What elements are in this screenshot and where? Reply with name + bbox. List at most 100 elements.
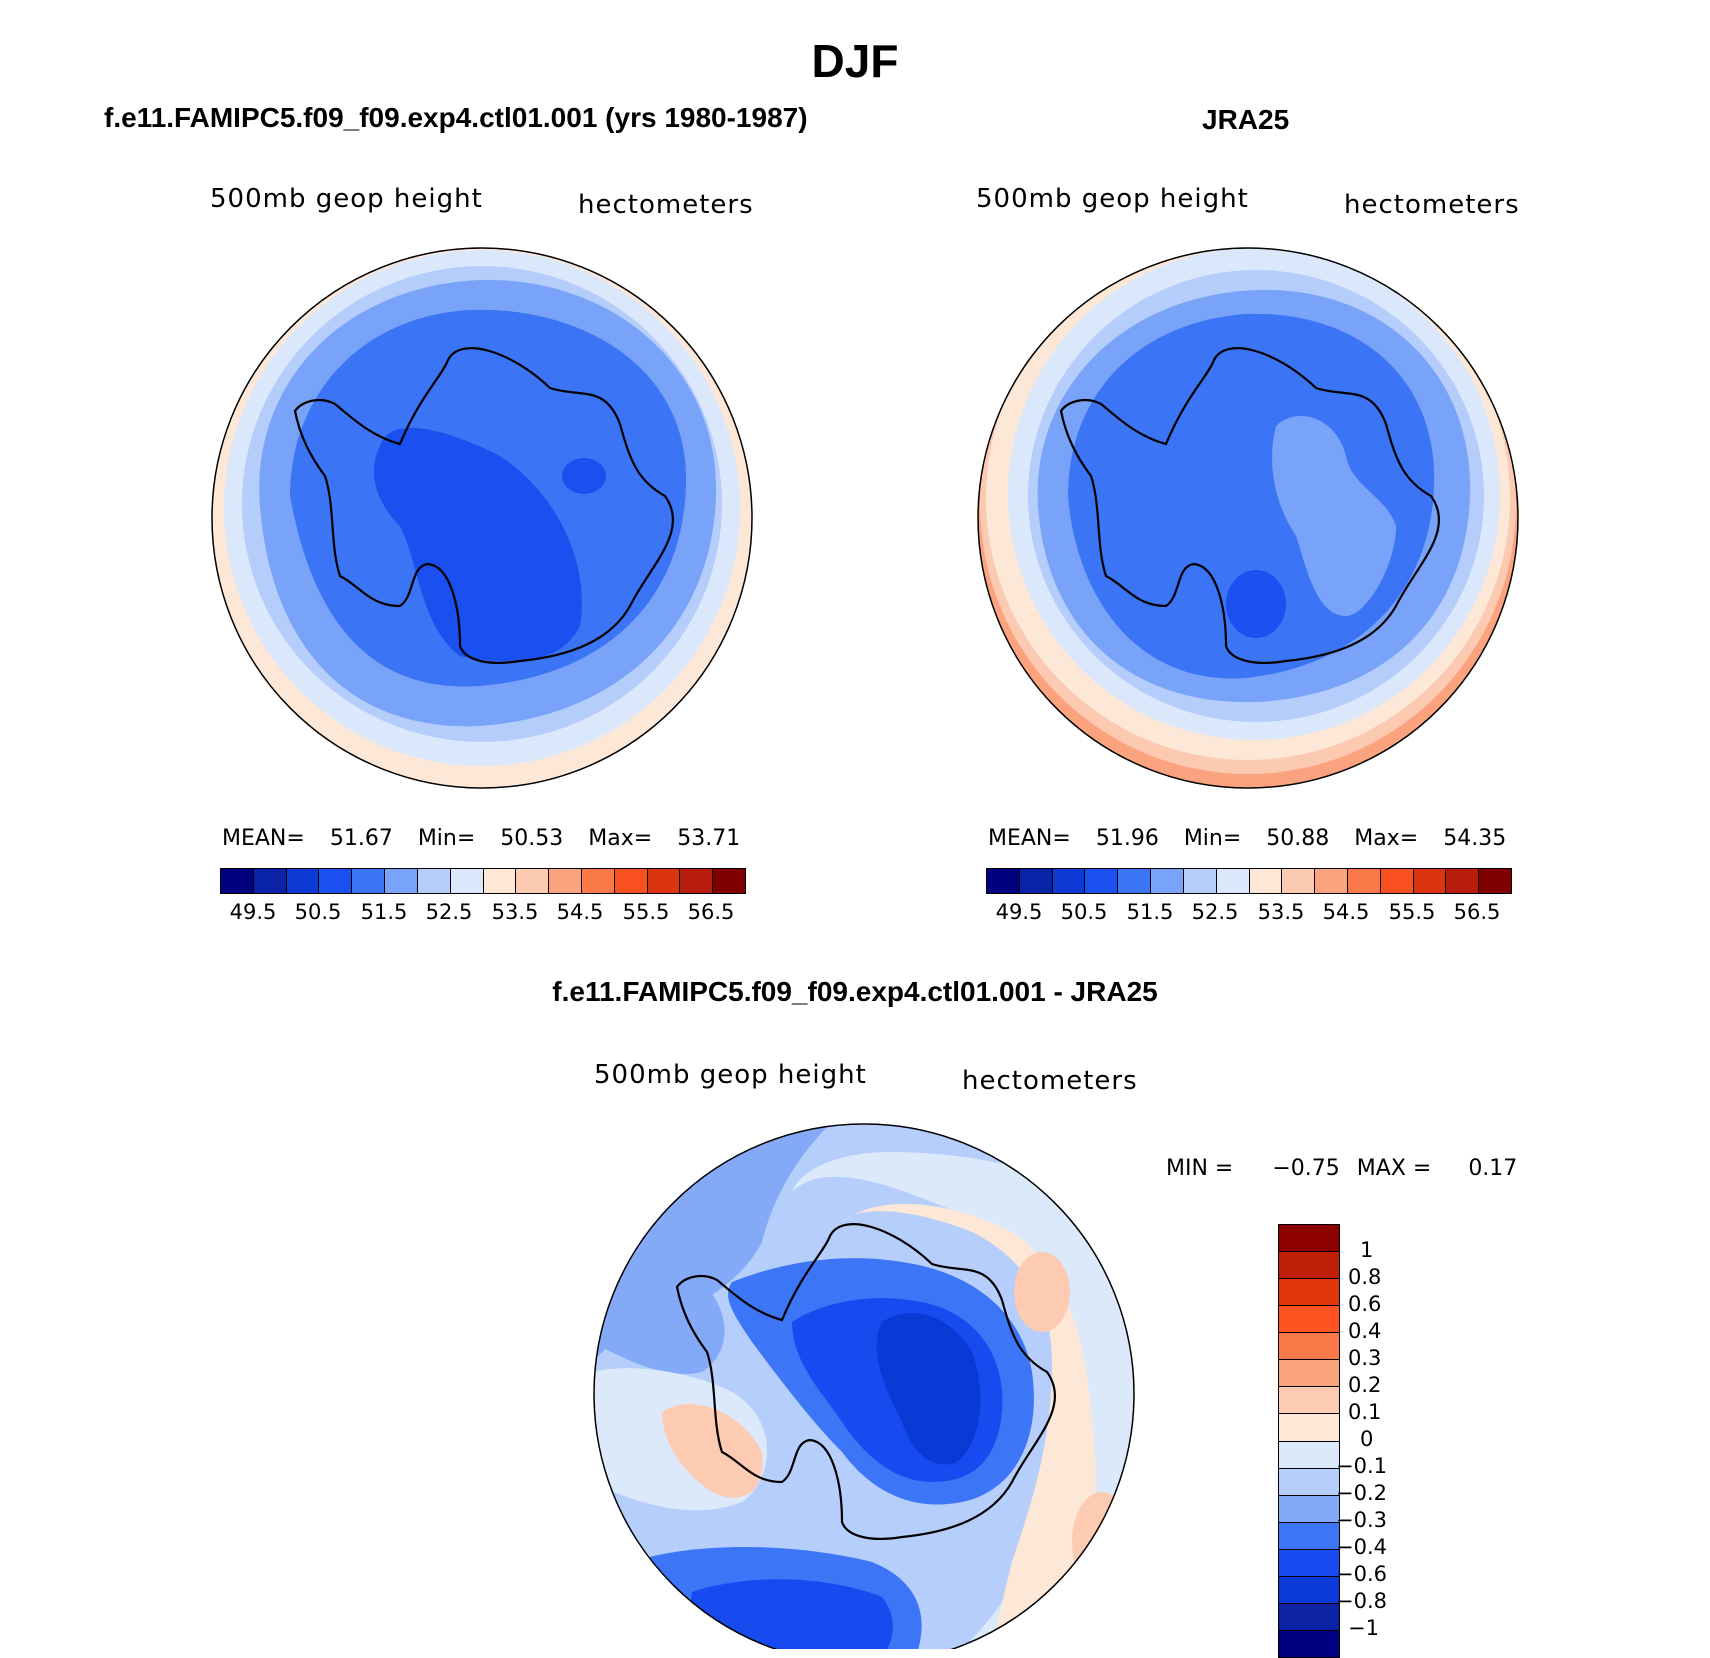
panel3-field-0-ne xyxy=(842,1203,1096,1649)
colorbar-swatch xyxy=(1446,869,1480,893)
panel1-colorbar xyxy=(220,868,746,894)
panel3-tick: −0.2 xyxy=(1336,1481,1387,1505)
panel3-field-p0.1 xyxy=(662,1404,763,1498)
colorbar-swatch xyxy=(352,869,386,893)
colorbar-swatch xyxy=(987,869,1020,893)
panel2-polar-map xyxy=(977,247,1519,789)
panel3-min-value: −0.75 xyxy=(1272,1156,1340,1181)
colorbar-swatch xyxy=(647,869,681,893)
panel1-min-value: 50.53 xyxy=(500,826,564,851)
panel2-max-value: 54.35 xyxy=(1443,826,1507,851)
panel1-max-value: 53.71 xyxy=(677,826,741,851)
colorbar-swatch xyxy=(253,869,287,893)
colorbar-swatch xyxy=(1183,869,1217,893)
panel2-case-title: JRA25 xyxy=(1202,104,1290,135)
colorbar-swatch xyxy=(1279,1441,1339,1469)
panel3-tick: 0.3 xyxy=(1348,1346,1382,1370)
panel2-colorbar-ticks: 49.5 50.5 51.5 52.5 53.5 54.5 55.5 56.5 xyxy=(986,900,1510,930)
panel1-case-title: f.e11.FAMIPC5.f09_f09.exp4.ctl01.001 (yr… xyxy=(104,102,808,133)
panel3-max-label: MAX = xyxy=(1356,1156,1432,1181)
panel3-max-value: 0.17 xyxy=(1468,1156,1518,1181)
colorbar-swatch xyxy=(1279,1549,1339,1577)
colorbar-swatch xyxy=(1347,869,1381,893)
panel3-field-m0.8 xyxy=(876,1313,981,1465)
panel2-field-52.0-interior xyxy=(1272,416,1396,616)
panel2-tick: 49.5 xyxy=(995,900,1043,924)
colorbar-swatch xyxy=(516,869,550,893)
panel1-variable-label: 500mb geop height xyxy=(210,184,483,214)
panel3-units-label: hectometers xyxy=(962,1066,1138,1096)
panel3-tick: 0 xyxy=(1360,1427,1374,1451)
colorbar-swatch xyxy=(1052,869,1086,893)
panel1-antarctica-coastline xyxy=(293,347,674,664)
panel3-tick: −0.6 xyxy=(1336,1562,1387,1586)
panel1-tick: 51.5 xyxy=(360,900,408,924)
panel3-tick: −0.1 xyxy=(1336,1454,1387,1478)
panel3-map-border xyxy=(593,1123,1135,1649)
panel2-tick: 51.5 xyxy=(1126,900,1174,924)
colorbar-swatch xyxy=(1279,1495,1339,1523)
panel1-tick: 56.5 xyxy=(687,900,735,924)
panel2-tick: 54.5 xyxy=(1322,900,1370,924)
panel2-tick: 53.5 xyxy=(1257,900,1305,924)
panel1-colorbar-ticks: 49.5 50.5 51.5 52.5 53.5 54.5 55.5 56.5 xyxy=(220,900,744,930)
colorbar-swatch xyxy=(1279,1333,1339,1361)
colorbar-swatch xyxy=(221,869,254,893)
figure-title: DJF xyxy=(811,35,899,87)
panel1-tick: 53.5 xyxy=(491,900,539,924)
panel3-field-p0.1-ne xyxy=(1014,1252,1070,1332)
panel1-units-label: hectometers xyxy=(578,190,754,220)
panel3-tick: −1 xyxy=(1348,1616,1379,1640)
panel1-tick: 50.5 xyxy=(294,900,342,924)
panel3-tick: 0.4 xyxy=(1348,1319,1382,1343)
panel2-stats: MEAN= 51.96 Min= 50.88 Max= 54.35 xyxy=(988,826,1506,851)
panel2-colorbar xyxy=(986,868,1512,894)
colorbar-swatch xyxy=(385,869,418,893)
panel1-tick: 55.5 xyxy=(622,900,670,924)
panel2-min-value: 50.88 xyxy=(1266,826,1330,851)
colorbar-swatch xyxy=(1380,869,1414,893)
panel3-tick: 1 xyxy=(1360,1238,1374,1262)
colorbar-swatch xyxy=(1216,869,1250,893)
panel2-field-51.0 xyxy=(1226,570,1286,638)
colorbar-swatch xyxy=(1279,1603,1339,1631)
panel1-mean-value: 51.67 xyxy=(329,826,393,851)
panel3-antarctica-coastline xyxy=(675,1223,1056,1540)
panel2-max-label: Max= xyxy=(1354,826,1419,851)
colorbar-swatch xyxy=(1279,1225,1339,1253)
colorbar-swatch xyxy=(1019,869,1053,893)
colorbar-swatch xyxy=(1413,869,1447,893)
panel3-field-p0.1-se xyxy=(1072,1492,1132,1592)
panel2-tick: 56.5 xyxy=(1453,900,1501,924)
panel1-field-51.0-east xyxy=(562,458,606,494)
colorbar-swatch xyxy=(1249,869,1283,893)
panel1-field-51.0 xyxy=(374,427,582,662)
colorbar-swatch xyxy=(581,869,615,893)
panel1-tick: 49.5 xyxy=(229,900,277,924)
panel3-tick: 0.1 xyxy=(1348,1400,1382,1424)
panel1-stats: MEAN= 51.67 Min= 50.53 Max= 53.71 xyxy=(222,826,740,851)
panel2-tick: 52.5 xyxy=(1191,900,1239,924)
panel3-colorbar-ticks: 1 0.8 0.6 0.4 0.3 0.2 0.1 0 −0.1 −0.2 −0… xyxy=(1336,1224,1426,1649)
colorbar-swatch xyxy=(1279,1630,1339,1657)
colorbar-swatch xyxy=(1279,1414,1339,1442)
colorbar-swatch xyxy=(1315,869,1348,893)
colorbar-swatch xyxy=(1279,1279,1339,1307)
panel2-map-border xyxy=(977,247,1519,789)
colorbar-swatch xyxy=(1279,1576,1339,1604)
panel3-tick: −0.3 xyxy=(1336,1508,1387,1532)
panel3-colorbar xyxy=(1278,1224,1340,1658)
colorbar-swatch xyxy=(1279,1387,1339,1415)
colorbar-swatch xyxy=(450,869,484,893)
colorbar-swatch xyxy=(1279,1360,1339,1388)
panel2-units-label: hectometers xyxy=(1344,190,1520,220)
panel3-tick: 0.2 xyxy=(1348,1373,1382,1397)
colorbar-swatch xyxy=(1279,1252,1339,1280)
panel1-map-border xyxy=(211,247,753,789)
colorbar-swatch xyxy=(417,869,451,893)
panel2-tick: 55.5 xyxy=(1388,900,1436,924)
colorbar-swatch xyxy=(1279,1468,1339,1496)
panel2-tick: 50.5 xyxy=(1060,900,1108,924)
panel3-variable-label: 500mb geop height xyxy=(594,1060,867,1090)
colorbar-swatch xyxy=(1118,869,1152,893)
